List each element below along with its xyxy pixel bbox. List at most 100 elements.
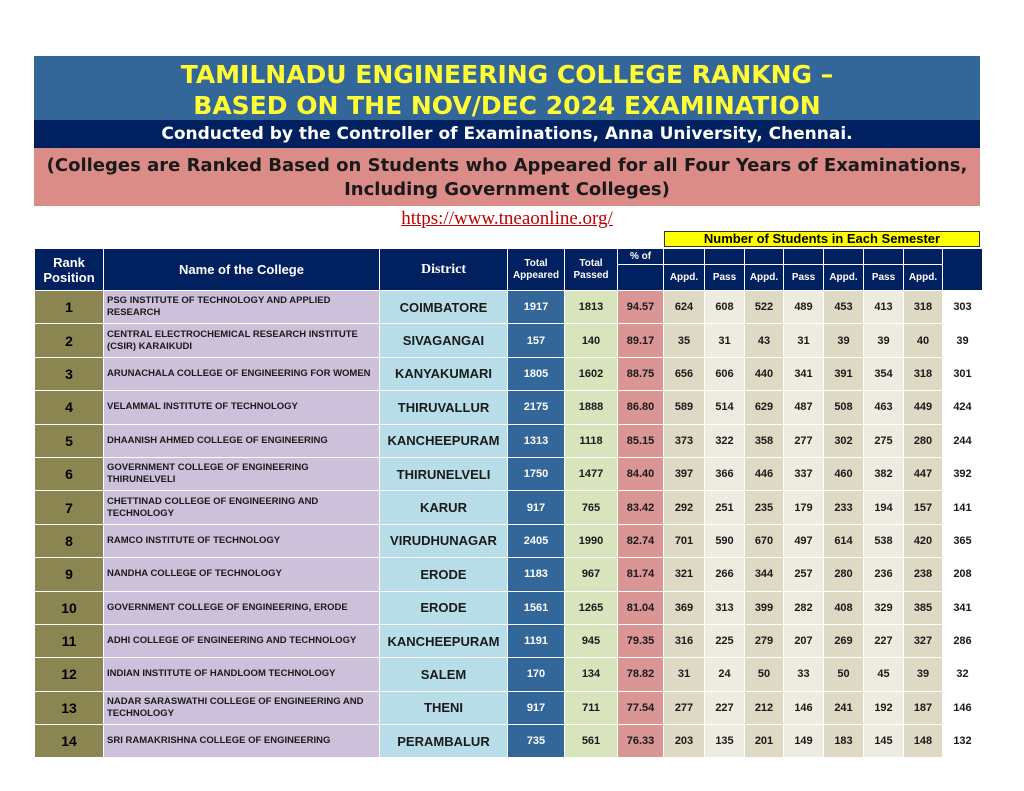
semester-count-cell: 157 bbox=[903, 490, 943, 525]
semester-count-cell: 50 bbox=[823, 657, 864, 692]
header-pass: Pass bbox=[863, 264, 904, 291]
table-row: 13 NADAR SARASWATHI COLLEGE OF ENGINEERIN… bbox=[34, 690, 983, 726]
table-row: 3 ARUNACHALA COLLEGE OF ENGINEERING FOR W… bbox=[34, 356, 983, 392]
semester-count-cell: 538 bbox=[863, 523, 904, 559]
total-appeared-cell: 917 bbox=[507, 690, 565, 726]
total-passed-cell: 1888 bbox=[564, 390, 618, 425]
semester-count-cell: 280 bbox=[903, 423, 943, 458]
semester-count-cell: 358 bbox=[744, 423, 784, 458]
total-appeared-cell: 157 bbox=[507, 323, 565, 358]
header-appd: Appd. bbox=[663, 264, 705, 291]
semester-count-cell: 391 bbox=[823, 356, 864, 392]
semester-count-cell: 447 bbox=[903, 456, 943, 492]
header-blank bbox=[744, 248, 784, 265]
semester-count-cell: 354 bbox=[863, 356, 904, 392]
college-name-cell: PSG INSTITUTE OF TECHNOLOGY AND APPLIED … bbox=[103, 289, 380, 325]
header-blank bbox=[704, 248, 745, 265]
semester-count-cell: 589 bbox=[663, 390, 705, 425]
total-appeared-cell: 1191 bbox=[507, 623, 565, 659]
semester-count-cell: 35 bbox=[663, 323, 705, 358]
rank-cell: 11 bbox=[34, 623, 104, 659]
semester-count-cell: 608 bbox=[704, 289, 745, 325]
semester-count-cell: 179 bbox=[783, 490, 824, 525]
college-name-cell: NANDHA COLLEGE OF TECHNOLOGY bbox=[103, 557, 380, 592]
district-cell: VIRUDHUNAGAR bbox=[379, 523, 508, 559]
header-appd: Appd. bbox=[823, 264, 864, 291]
college-name-cell: NADAR SARASWATHI COLLEGE OF ENGINEERING … bbox=[103, 690, 380, 726]
semester-count-cell: 149 bbox=[783, 724, 824, 759]
pass-percent-cell: 78.82 bbox=[617, 657, 664, 692]
semester-count-cell: 194 bbox=[863, 490, 904, 525]
table-row: 8 RAMCO INSTITUTE OF TECHNOLOGY VIRUDHUNAG… bbox=[34, 523, 983, 559]
header-college-name: Name of the College bbox=[103, 248, 380, 291]
rank-cell: 4 bbox=[34, 390, 104, 425]
semester-count-cell: 227 bbox=[704, 690, 745, 726]
total-appeared-cell: 917 bbox=[507, 490, 565, 525]
conducted-by-banner: Conducted by the Controller of Examinati… bbox=[34, 120, 980, 148]
college-name-cell: DHAANISH AHMED COLLEGE OF ENGINEERING bbox=[103, 423, 380, 458]
district-cell: KANYAKUMARI bbox=[379, 356, 508, 392]
college-name-cell: ADHI COLLEGE OF ENGINEERING AND TECHNOLO… bbox=[103, 623, 380, 659]
title-line-1: TAMILNADU ENGINEERING COLLEGE RANKNG – bbox=[180, 60, 834, 89]
semester-count-cell: 670 bbox=[744, 523, 784, 559]
semester-count-cell: 408 bbox=[823, 590, 864, 625]
semester-count-cell: 146 bbox=[783, 690, 824, 726]
header-blank bbox=[942, 248, 983, 291]
semester-count-cell: 373 bbox=[663, 423, 705, 458]
semester-count-cell: 522 bbox=[744, 289, 784, 325]
semester-count-cell: 236 bbox=[863, 557, 904, 592]
rank-cell: 12 bbox=[34, 657, 104, 692]
semester-count-cell: 424 bbox=[942, 390, 983, 425]
pass-percent-cell: 89.17 bbox=[617, 323, 664, 358]
district-cell: SIVAGANGAI bbox=[379, 323, 508, 358]
table-row: 10 GOVERNMENT COLLEGE OF ENGINEERING, ERO… bbox=[34, 590, 983, 625]
semester-count-cell: 341 bbox=[783, 356, 824, 392]
header-appd: Appd. bbox=[744, 264, 784, 291]
semester-count-cell: 251 bbox=[704, 490, 745, 525]
pass-percent-cell: 86.80 bbox=[617, 390, 664, 425]
total-appeared-cell: 1561 bbox=[507, 590, 565, 625]
table-row: 1 PSG INSTITUTE OF TECHNOLOGY AND APPLIED… bbox=[34, 289, 983, 325]
semester-count-cell: 269 bbox=[823, 623, 864, 659]
rank-cell: 1 bbox=[34, 289, 104, 325]
semester-count-cell: 446 bbox=[744, 456, 784, 492]
total-passed-cell: 1813 bbox=[564, 289, 618, 325]
semester-count-cell: 201 bbox=[744, 724, 784, 759]
table-row: 11 ADHI COLLEGE OF ENGINEERING AND TECHNO… bbox=[34, 623, 983, 659]
semester-count-cell: 207 bbox=[783, 623, 824, 659]
college-name-cell: ARUNACHALA COLLEGE OF ENGINEERING FOR WO… bbox=[103, 356, 380, 392]
rank-cell: 10 bbox=[34, 590, 104, 625]
college-name-cell: CENTRAL ELECTROCHEMICAL RESEARCH INSTITU… bbox=[103, 323, 380, 358]
semester-count-cell: 280 bbox=[823, 557, 864, 592]
semester-count-cell: 329 bbox=[863, 590, 904, 625]
ranking-note-banner: (Colleges are Ranked Based on Students w… bbox=[34, 148, 980, 206]
college-name-cell: GOVERNMENT COLLEGE OF ENGINEERING, ERODE bbox=[103, 590, 380, 625]
rank-cell: 8 bbox=[34, 523, 104, 559]
table-row: 12 INDIAN INSTITUTE OF HANDLOOM TECHNOLOG… bbox=[34, 657, 983, 692]
header-total-passed: Total Passed bbox=[564, 248, 618, 291]
total-passed-cell: 945 bbox=[564, 623, 618, 659]
semester-count-cell: 266 bbox=[704, 557, 745, 592]
total-passed-cell: 1477 bbox=[564, 456, 618, 492]
semester-count-cell: 399 bbox=[744, 590, 784, 625]
table-row: 2 CENTRAL ELECTROCHEMICAL RESEARCH INSTIT… bbox=[34, 323, 983, 358]
semester-count-cell: 453 bbox=[823, 289, 864, 325]
semester-count-cell: 460 bbox=[823, 456, 864, 492]
website-link[interactable]: https://www.tneaonline.org/ bbox=[401, 208, 613, 229]
semester-count-cell: 286 bbox=[942, 623, 983, 659]
semester-count-cell: 463 bbox=[863, 390, 904, 425]
semester-count-cell: 135 bbox=[704, 724, 745, 759]
semester-count-cell: 606 bbox=[704, 356, 745, 392]
semester-count-cell: 624 bbox=[663, 289, 705, 325]
semester-count-cell: 212 bbox=[744, 690, 784, 726]
semester-count-cell: 341 bbox=[942, 590, 983, 625]
rank-cell: 9 bbox=[34, 557, 104, 592]
total-passed-cell: 765 bbox=[564, 490, 618, 525]
note-line-1: (Colleges are Ranked Based on Students w… bbox=[46, 155, 968, 176]
pass-percent-cell: 77.54 bbox=[617, 690, 664, 726]
semester-count-cell: 449 bbox=[903, 390, 943, 425]
semester-count-cell: 413 bbox=[863, 289, 904, 325]
header-rank-position: Rank Position bbox=[34, 248, 104, 291]
semester-count-cell: 344 bbox=[744, 557, 784, 592]
college-name-cell: CHETTINAD COLLEGE OF ENGINEERING AND TEC… bbox=[103, 490, 380, 525]
